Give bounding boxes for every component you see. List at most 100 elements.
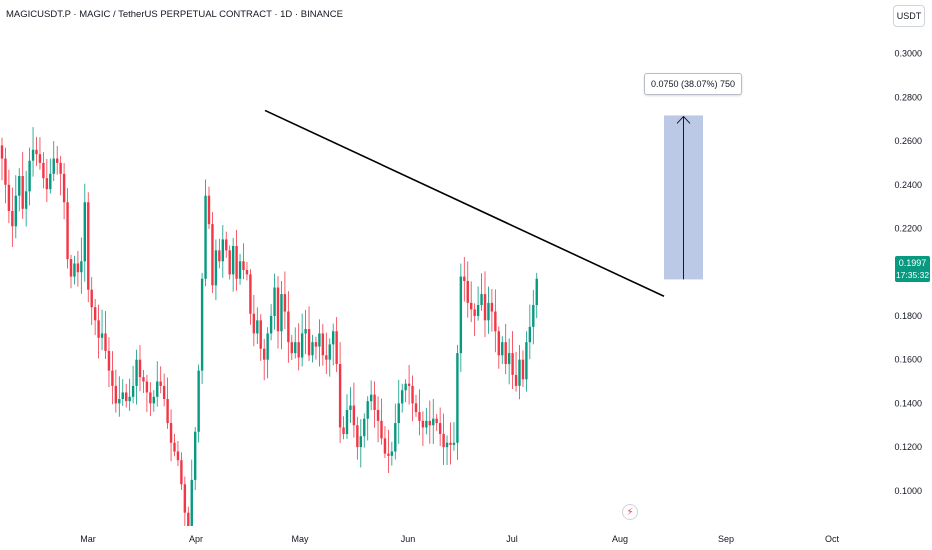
candle-up <box>100 333 104 338</box>
candle-down <box>249 274 252 314</box>
candle-up <box>156 381 159 397</box>
candle-up <box>304 329 307 334</box>
time-tick-label: Jul <box>506 534 518 544</box>
candle-down <box>111 370 114 386</box>
candle-up <box>459 276 463 354</box>
candle-down <box>356 425 359 448</box>
candle-down <box>466 280 469 303</box>
candle-up <box>390 451 394 456</box>
candle-down <box>169 423 173 443</box>
candle-up <box>28 160 31 192</box>
candle-down <box>442 433 445 448</box>
candle-up <box>31 149 35 161</box>
candle-down <box>380 420 383 439</box>
measure-tool[interactable] <box>664 115 703 280</box>
candle-down <box>35 149 38 155</box>
candle-up <box>480 294 483 306</box>
candle-down <box>45 178 49 190</box>
candle-up <box>49 173 52 190</box>
candle-up <box>269 315 273 334</box>
candle-down <box>252 313 256 334</box>
candle-up <box>532 305 535 327</box>
price-tick-label: 0.2400 <box>894 180 922 190</box>
candle-down <box>411 385 414 404</box>
candle-down <box>297 342 300 358</box>
candle-down <box>449 442 452 445</box>
candle-up <box>349 405 352 410</box>
candle-down <box>69 259 73 277</box>
candle-down <box>376 409 380 421</box>
candle-down <box>307 329 311 356</box>
time-axis[interactable]: Mar Apr May Jun Jul Aug Sep Oct <box>80 534 839 544</box>
candle-down <box>93 307 97 321</box>
candle-up <box>14 195 17 227</box>
candle-up <box>300 333 304 358</box>
candle-up <box>273 287 276 316</box>
candle-down <box>342 427 345 434</box>
trendline[interactable] <box>264 109 665 297</box>
candle-up <box>197 370 200 432</box>
candle-down <box>497 331 500 356</box>
candle-down <box>162 385 166 400</box>
candle-down <box>56 158 59 163</box>
candle-up <box>404 383 407 391</box>
currency-button[interactable]: USDT <box>893 5 925 27</box>
candle-down <box>176 451 180 461</box>
candle-down <box>514 374 518 386</box>
candle-down <box>180 460 183 485</box>
candle-up <box>238 261 242 279</box>
candle-down <box>314 342 318 347</box>
measure-arrow-head <box>676 115 691 124</box>
candle-up <box>525 342 528 380</box>
candle-down <box>107 350 111 371</box>
candle-down <box>142 377 145 382</box>
candle-up <box>369 394 373 402</box>
candle-down <box>207 195 211 225</box>
price-tick-label: 0.2200 <box>894 223 922 233</box>
candle-up <box>221 239 224 262</box>
candle-up <box>397 403 400 424</box>
candle-up <box>135 359 138 386</box>
candle-down <box>104 333 107 351</box>
candle-up <box>535 278 538 306</box>
candle-up <box>280 294 283 332</box>
price-tick-label: 0.2600 <box>894 136 922 146</box>
candle-down <box>470 302 473 310</box>
candle-down <box>504 342 507 365</box>
price-axis[interactable]: 0.3000 0.2800 0.2600 0.2400 0.2200 0.1800 0.16… <box>894 49 922 496</box>
candle-down <box>483 294 487 321</box>
candle-up <box>452 442 456 445</box>
candle-up <box>487 302 490 321</box>
candle-down <box>42 162 45 179</box>
candle-down <box>290 342 293 354</box>
price-tick-label: 0.1600 <box>894 355 922 365</box>
time-tick-label: Oct <box>825 534 840 544</box>
candle-up <box>445 442 449 448</box>
candle-down <box>235 245 238 279</box>
candle-down <box>242 261 245 271</box>
candle-down <box>421 420 425 428</box>
candle-up <box>318 333 321 347</box>
candle-up <box>266 333 269 360</box>
candle-up <box>152 396 155 404</box>
candle-down <box>4 158 7 185</box>
candle-down <box>97 320 100 338</box>
candle-up <box>80 261 83 273</box>
candle-down <box>211 224 214 286</box>
candle-down <box>218 250 221 262</box>
candle-up <box>394 423 397 452</box>
lightning-icon[interactable]: ⚡ <box>622 504 638 520</box>
candle-down <box>428 420 431 426</box>
candle-down <box>59 162 62 174</box>
candle-down <box>149 392 152 404</box>
candle-down <box>183 484 187 513</box>
candle-down <box>62 173 66 203</box>
candle-down <box>21 176 24 209</box>
candle-down <box>173 442 176 452</box>
candle-up <box>476 305 480 316</box>
candle-down <box>287 311 290 343</box>
candle-up <box>518 359 521 386</box>
candle-down <box>438 423 442 434</box>
candle-down <box>259 320 262 349</box>
